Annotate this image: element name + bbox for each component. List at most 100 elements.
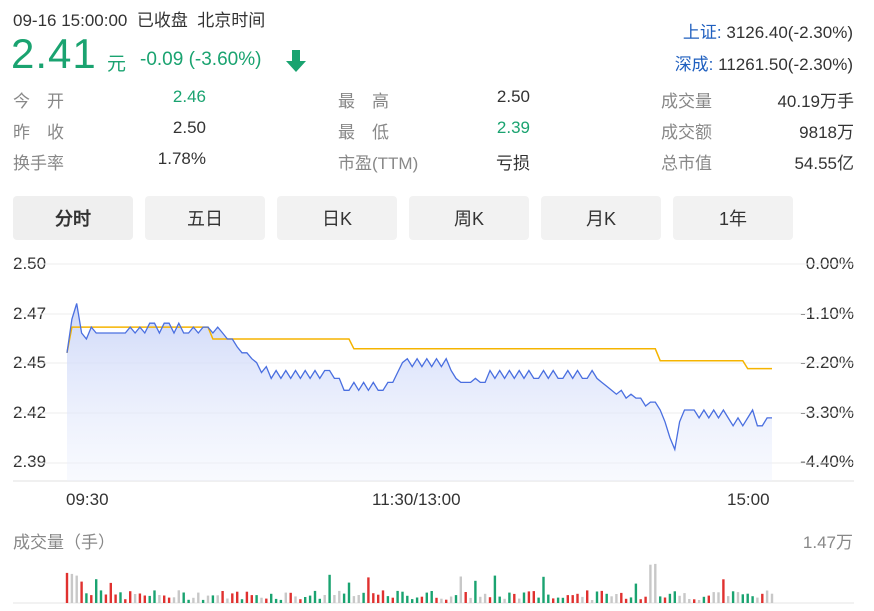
volume-bar <box>765 590 769 603</box>
volume-bar <box>430 591 433 603</box>
avg-price-line <box>66 326 772 370</box>
tab-weekly-k[interactable]: 周K <box>409 196 529 240</box>
volume-bar <box>158 595 161 603</box>
stat-high-value: 2.50 <box>496 87 530 106</box>
volume-bar <box>605 593 608 603</box>
volume-bar <box>401 591 404 603</box>
volume-bar <box>318 598 321 603</box>
volume-bar <box>85 593 88 603</box>
volume-bar <box>211 595 215 603</box>
stat-open-label: 今 开 <box>13 92 64 111</box>
stat-low-label: 最 低 <box>338 123 389 142</box>
stat-prev-close-label: 昨 收 <box>13 123 64 142</box>
volume-bar <box>313 590 317 603</box>
stat-high-label: 最 高 <box>338 92 389 111</box>
volume-bar <box>493 575 497 603</box>
volume-bar <box>561 597 565 603</box>
volume-bar <box>556 597 560 603</box>
volume-bar <box>391 597 394 603</box>
tab-one-year[interactable]: 1年 <box>673 196 793 240</box>
volume-bar <box>99 590 103 603</box>
volume-bar <box>663 597 667 603</box>
volume-bar <box>250 595 253 603</box>
volume-bar <box>595 591 599 603</box>
volume-bar <box>226 598 229 603</box>
volume-bar <box>352 596 356 603</box>
stat-prev-close-value: 2.50 <box>172 118 206 137</box>
volume-bar <box>133 594 137 603</box>
volume-bar <box>741 594 744 603</box>
index-value: 3126.40(-2.30%) <box>726 23 853 42</box>
volume-bar <box>624 598 628 603</box>
volume-bar <box>527 591 531 603</box>
volume-bar <box>372 593 375 603</box>
volume-bar <box>736 592 740 603</box>
volume-bar <box>231 593 234 603</box>
volume-bar <box>425 592 428 603</box>
volume-bar <box>342 593 346 603</box>
volume-bar <box>702 596 706 603</box>
volume-bar <box>143 595 146 603</box>
volume-bar <box>182 592 185 603</box>
volume-bar <box>328 574 331 603</box>
volume-bar <box>483 593 487 603</box>
tab-intraday[interactable]: 分时 <box>13 196 133 240</box>
volume-bar <box>454 595 458 603</box>
tab-five-day[interactable]: 五日 <box>145 196 265 240</box>
volume-bar <box>415 597 419 603</box>
volume-bar <box>119 592 122 603</box>
volume-bar <box>289 592 292 603</box>
volume-bar <box>518 598 521 603</box>
volume-bar <box>717 592 720 603</box>
volume-bar <box>308 595 312 603</box>
volume-bar <box>396 590 399 603</box>
volume-bar <box>522 592 526 603</box>
volume-bar <box>172 597 176 603</box>
volume-bar <box>270 593 273 603</box>
volume-bar <box>440 598 443 603</box>
volume-bar <box>707 595 710 603</box>
index-shenzhen[interactable]: 深成: 11261.50(-2.30%) <box>675 50 853 75</box>
volume-bar <box>377 594 380 603</box>
tab-daily-k[interactable]: 日K <box>277 196 397 240</box>
stat-volume-value: 40.19万手 <box>777 92 854 111</box>
stat-market-cap-label: 总市值 <box>661 154 712 173</box>
x-tick: 11:30/13:00 <box>372 490 461 509</box>
volume-bar <box>459 576 462 603</box>
volume-bar <box>610 596 613 603</box>
volume-bar <box>216 595 219 603</box>
volume-bar <box>508 592 511 603</box>
stat-amount-label: 成交额 <box>661 123 712 142</box>
volume-bar <box>362 592 365 603</box>
volume-bar <box>731 591 735 603</box>
volume-bar <box>138 593 142 603</box>
stat-pe-label: 市盈(TTM) <box>338 154 419 173</box>
index-shanghai[interactable]: 上证: 3126.40(-2.30%) <box>683 18 853 43</box>
volume-bar <box>542 576 545 603</box>
volume-bar <box>683 593 686 603</box>
tab-monthly-k[interactable]: 月K <box>541 196 661 240</box>
current-price: 2.41 <box>11 30 97 77</box>
volume-max-label: 1.47万 <box>802 533 853 552</box>
price-area-fill <box>67 303 772 481</box>
volume-bar <box>751 596 754 603</box>
volume-bar <box>381 590 385 603</box>
volume-bar <box>406 595 409 603</box>
volume-bar <box>532 591 535 603</box>
volume-bar <box>221 591 224 603</box>
quote-datetime-row: 09-16 15:00:00 已收盘 北京时间 <box>13 6 265 31</box>
volume-bar <box>299 599 302 603</box>
volume-bar <box>712 592 715 603</box>
volume-bar <box>347 582 351 603</box>
volume-bar <box>644 596 647 603</box>
volume-bar <box>668 593 672 603</box>
price-change: -0.09 (-3.60%) <box>140 49 262 70</box>
volume-bar <box>590 600 594 603</box>
volume-bar <box>673 591 676 603</box>
volume-bar <box>420 596 424 603</box>
arrow-down-icon <box>285 48 307 79</box>
volume-bar <box>576 593 579 603</box>
volume-bar <box>109 582 112 603</box>
volume-bar <box>503 598 506 603</box>
